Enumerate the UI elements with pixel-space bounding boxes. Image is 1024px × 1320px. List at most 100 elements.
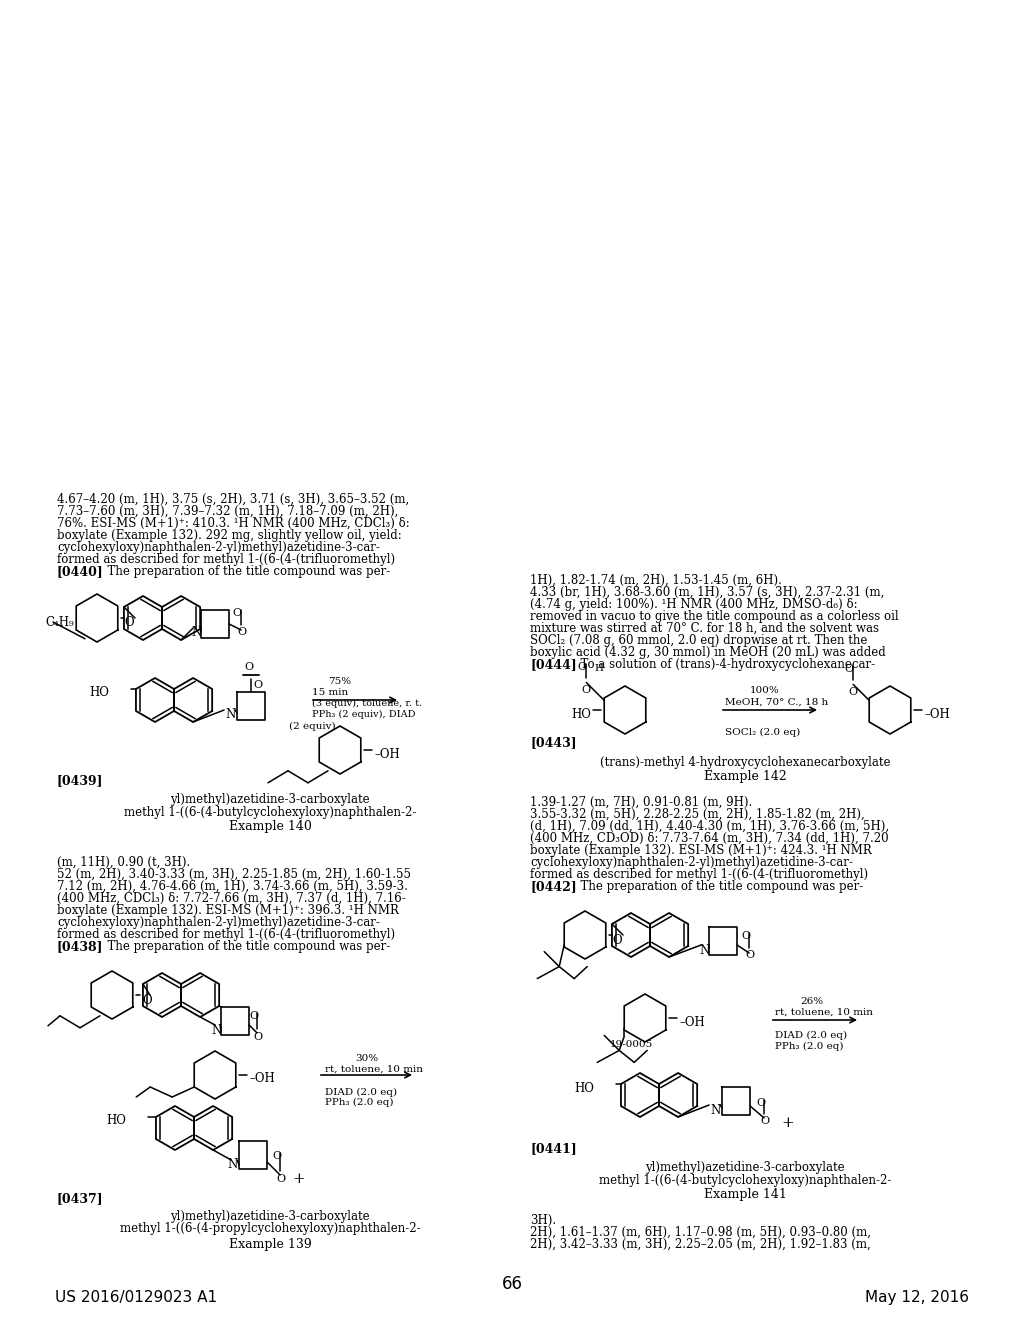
Text: formed as described for methyl 1-((6-(4-(trifluoromethyl): formed as described for methyl 1-((6-(4-… bbox=[57, 928, 395, 941]
Text: boxylic acid (4.32 g, 30 mmol) in MeOH (20 mL) was added: boxylic acid (4.32 g, 30 mmol) in MeOH (… bbox=[530, 645, 886, 659]
Text: The preparation of the title compound was per-: The preparation of the title compound wa… bbox=[100, 565, 390, 578]
Text: –OH: –OH bbox=[374, 747, 399, 760]
Text: (4.74 g, yield: 100%). ¹H NMR (400 MHz, DMSO-d₆) δ:: (4.74 g, yield: 100%). ¹H NMR (400 MHz, … bbox=[530, 598, 858, 611]
Text: H: H bbox=[594, 664, 603, 673]
Text: [0439]: [0439] bbox=[57, 774, 103, 787]
Text: Example 140: Example 140 bbox=[228, 820, 311, 833]
Text: N: N bbox=[227, 1159, 238, 1172]
Text: (400 MHz, CDCl₃) δ: 7.72-7.66 (m, 3H), 7.37 (d, 1H), 7.16-: (400 MHz, CDCl₃) δ: 7.72-7.66 (m, 3H), 7… bbox=[57, 892, 406, 906]
Text: rt, toluene, 10 min: rt, toluene, 10 min bbox=[325, 1065, 423, 1074]
Text: cyclohexyloxy)naphthalen-2-yl)methyl)azetidine-3-car-: cyclohexyloxy)naphthalen-2-yl)methyl)aze… bbox=[57, 916, 380, 929]
Text: [0443]: [0443] bbox=[530, 737, 577, 748]
Text: 1H), 1.82-1.74 (m, 2H), 1.53-1.45 (m, 6H).: 1H), 1.82-1.74 (m, 2H), 1.53-1.45 (m, 6H… bbox=[530, 574, 782, 587]
Text: boxylate (Example 132). ESI-MS (M+1)⁺: 396.3. ¹H NMR: boxylate (Example 132). ESI-MS (M+1)⁺: 3… bbox=[57, 904, 399, 917]
Text: (trans)-methyl 4-hydroxycyclohexanecarboxylate: (trans)-methyl 4-hydroxycyclohexanecarbo… bbox=[600, 756, 890, 770]
Text: O: O bbox=[245, 663, 254, 672]
Text: N: N bbox=[211, 1023, 221, 1036]
Text: 7.73–7.60 (m, 3H), 7.39–7.32 (m, 1H), 7.18–7.09 (m, 2H),: 7.73–7.60 (m, 3H), 7.39–7.32 (m, 1H), 7.… bbox=[57, 506, 398, 517]
Text: HO: HO bbox=[571, 708, 591, 721]
Text: O: O bbox=[582, 685, 591, 696]
Text: formed as described for methyl 1-((6-(4-(trifluoromethyl): formed as described for methyl 1-((6-(4-… bbox=[57, 553, 395, 566]
Text: 66: 66 bbox=[502, 1275, 522, 1294]
Text: O: O bbox=[741, 931, 751, 941]
Text: 52 (m, 2H), 3.40-3.33 (m, 3H), 2.25-1.85 (m, 2H), 1.60-1.55: 52 (m, 2H), 3.40-3.33 (m, 3H), 2.25-1.85… bbox=[57, 869, 411, 880]
Text: mixture was stirred at 70° C. for 18 h, and the solvent was: mixture was stirred at 70° C. for 18 h, … bbox=[530, 622, 879, 635]
Text: +: + bbox=[781, 1115, 795, 1130]
Text: HO: HO bbox=[574, 1081, 594, 1094]
Text: 3.55-3.32 (m, 5H), 2.28-2.25 (m, 2H), 1.85-1.82 (m, 2H),: 3.55-3.32 (m, 5H), 2.28-2.25 (m, 2H), 1.… bbox=[530, 808, 864, 821]
Text: boxylate (Example 132). 292 mg, slightly yellow oil, yield:: boxylate (Example 132). 292 mg, slightly… bbox=[57, 529, 401, 543]
Text: 7.12 (m, 2H), 4.76-4.66 (m, 1H), 3.74-3.66 (m, 5H), 3.59-3.: 7.12 (m, 2H), 4.76-4.66 (m, 1H), 3.74-3.… bbox=[57, 880, 408, 894]
Text: 15 min: 15 min bbox=[312, 688, 348, 697]
Text: 100%: 100% bbox=[750, 686, 779, 696]
Text: O: O bbox=[849, 688, 858, 697]
Text: O: O bbox=[745, 950, 755, 960]
Text: PPh₃ (2.0 eq): PPh₃ (2.0 eq) bbox=[775, 1041, 844, 1051]
Text: 3H).: 3H). bbox=[530, 1214, 556, 1228]
Text: cyclohexyloxy)naphthalen-2-yl)methyl)azetidine-3-car-: cyclohexyloxy)naphthalen-2-yl)methyl)aze… bbox=[530, 855, 853, 869]
Text: O: O bbox=[845, 664, 854, 675]
Text: 4.67–4.20 (m, 1H), 3.75 (s, 2H), 3.71 (s, 3H), 3.65–3.52 (m,: 4.67–4.20 (m, 1H), 3.75 (s, 2H), 3.71 (s… bbox=[57, 492, 410, 506]
Text: O: O bbox=[124, 616, 133, 630]
Text: –OH: –OH bbox=[249, 1072, 274, 1085]
Text: O: O bbox=[142, 994, 152, 1006]
Text: O: O bbox=[612, 933, 622, 946]
Text: –OH: –OH bbox=[924, 708, 949, 721]
Text: MeOH, 70° C., 18 h: MeOH, 70° C., 18 h bbox=[725, 698, 828, 708]
Text: 76%. ESI-MS (M+1)⁺: 410.3. ¹H NMR (400 MHz, CDCl₃) δ:: 76%. ESI-MS (M+1)⁺: 410.3. ¹H NMR (400 M… bbox=[57, 517, 410, 531]
Text: The preparation of the title compound was per-: The preparation of the title compound wa… bbox=[100, 940, 390, 953]
Text: O: O bbox=[272, 1151, 282, 1162]
Text: methyl 1-((6-(4-butylcyclohexyloxy)naphthalen-2-: methyl 1-((6-(4-butylcyclohexyloxy)napht… bbox=[599, 1173, 891, 1187]
Text: C₄H₉: C₄H₉ bbox=[45, 615, 74, 628]
Text: [0444]: [0444] bbox=[530, 657, 577, 671]
Text: N: N bbox=[191, 627, 202, 639]
Text: [0442]: [0442] bbox=[530, 880, 577, 894]
Text: [0441]: [0441] bbox=[530, 1142, 577, 1155]
Text: 2H), 1.61–1.37 (m, 6H), 1.17–0.98 (m, 5H), 0.93–0.80 (m,: 2H), 1.61–1.37 (m, 6H), 1.17–0.98 (m, 5H… bbox=[530, 1226, 871, 1239]
Text: [0440]: [0440] bbox=[57, 565, 103, 578]
Text: PPh₃ (2 equiv), DIAD: PPh₃ (2 equiv), DIAD bbox=[312, 710, 416, 719]
Text: O: O bbox=[250, 1011, 259, 1020]
Text: 19-0005: 19-0005 bbox=[610, 1040, 653, 1049]
Text: O: O bbox=[276, 1173, 286, 1184]
Text: [0437]: [0437] bbox=[57, 1192, 103, 1205]
Text: N: N bbox=[699, 944, 710, 957]
Text: 2H), 3.42–3.33 (m, 3H), 2.25–2.05 (m, 2H), 1.92–1.83 (m,: 2H), 3.42–3.33 (m, 3H), 2.25–2.05 (m, 2H… bbox=[530, 1238, 870, 1251]
Text: PPh₃ (2.0 eq): PPh₃ (2.0 eq) bbox=[325, 1098, 393, 1107]
Text: Example 139: Example 139 bbox=[228, 1238, 311, 1251]
Text: 75%: 75% bbox=[329, 677, 351, 686]
Text: O: O bbox=[232, 609, 242, 618]
Text: O: O bbox=[254, 1032, 263, 1041]
Text: (m, 11H), 0.90 (t, 3H).: (m, 11H), 0.90 (t, 3H). bbox=[57, 855, 190, 869]
Text: US 2016/0129023 A1: US 2016/0129023 A1 bbox=[55, 1290, 217, 1305]
Text: boxylate (Example 132). ESI-MS (M+1)⁺: 424.3. ¹H NMR: boxylate (Example 132). ESI-MS (M+1)⁺: 4… bbox=[530, 843, 871, 857]
Text: DIAD (2.0 eq): DIAD (2.0 eq) bbox=[775, 1031, 847, 1040]
Text: –OH: –OH bbox=[679, 1015, 705, 1028]
Text: 30%: 30% bbox=[355, 1053, 378, 1063]
Text: yl)methyl)azetidine-3-carboxylate: yl)methyl)azetidine-3-carboxylate bbox=[170, 793, 370, 807]
Text: O: O bbox=[578, 663, 587, 672]
Text: HO: HO bbox=[106, 1114, 126, 1127]
Text: cyclohexyloxy)naphthalen-2-yl)methyl)azetidine-3-car-: cyclohexyloxy)naphthalen-2-yl)methyl)aze… bbox=[57, 541, 380, 554]
Text: (2 equiv): (2 equiv) bbox=[289, 722, 335, 731]
Text: (d, 1H), 7.09 (dd, 1H), 4.40-4.30 (m, 1H), 3.76-3.66 (m, 5H),: (d, 1H), 7.09 (dd, 1H), 4.40-4.30 (m, 1H… bbox=[530, 820, 889, 833]
Text: 4.33 (br, 1H), 3.68-3.60 (m, 1H), 3.57 (s, 3H), 2.37-2.31 (m,: 4.33 (br, 1H), 3.68-3.60 (m, 1H), 3.57 (… bbox=[530, 586, 885, 599]
Text: Example 141: Example 141 bbox=[703, 1188, 786, 1201]
Text: [0438]: [0438] bbox=[57, 940, 103, 953]
Text: N: N bbox=[225, 709, 236, 722]
Text: rt, toluene, 10 min: rt, toluene, 10 min bbox=[775, 1008, 873, 1016]
Text: methyl 1-((6-(4-propylcyclohexyloxy)naphthalen-2-: methyl 1-((6-(4-propylcyclohexyloxy)naph… bbox=[120, 1222, 420, 1236]
Text: SOCl₂ (7.08 g, 60 mmol, 2.0 eq) dropwise at rt. Then the: SOCl₂ (7.08 g, 60 mmol, 2.0 eq) dropwise… bbox=[530, 634, 867, 647]
Text: O: O bbox=[761, 1115, 770, 1126]
Text: The preparation of the title compound was per-: The preparation of the title compound wa… bbox=[573, 880, 863, 894]
Text: O: O bbox=[757, 1098, 766, 1107]
Text: N: N bbox=[710, 1104, 720, 1117]
Text: +: + bbox=[293, 1172, 305, 1185]
Text: O: O bbox=[238, 627, 247, 638]
Text: SOCl₂ (2.0 eq): SOCl₂ (2.0 eq) bbox=[725, 729, 800, 737]
Text: (400 MHz, CD₃OD) δ: 7.73-7.64 (m, 3H), 7.34 (dd, 1H), 7.20: (400 MHz, CD₃OD) δ: 7.73-7.64 (m, 3H), 7… bbox=[530, 832, 889, 845]
Text: May 12, 2016: May 12, 2016 bbox=[865, 1290, 969, 1305]
Text: 1.39-1.27 (m, 7H), 0.91-0.81 (m, 9H).: 1.39-1.27 (m, 7H), 0.91-0.81 (m, 9H). bbox=[530, 796, 753, 809]
Text: methyl 1-((6-(4-butylcyclohexyloxy)naphthalen-2-: methyl 1-((6-(4-butylcyclohexyloxy)napht… bbox=[124, 807, 416, 818]
Text: To a solution of (trans)-4-hydroxycyclohexanecar-: To a solution of (trans)-4-hydroxycycloh… bbox=[573, 657, 876, 671]
